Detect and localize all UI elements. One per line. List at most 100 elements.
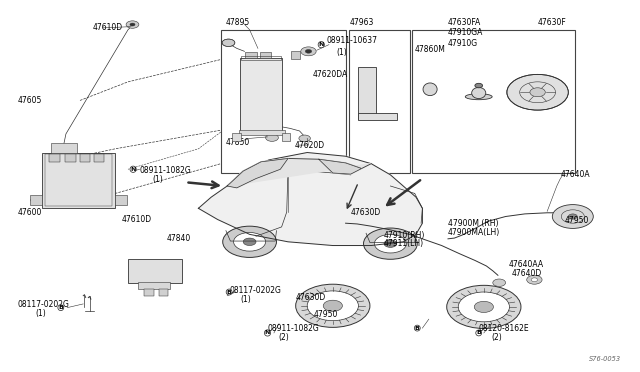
Bar [159, 289, 168, 296]
Text: 47895: 47895 [225, 18, 250, 27]
Circle shape [458, 292, 509, 322]
Circle shape [307, 291, 358, 321]
Text: S76-0053: S76-0053 [589, 356, 621, 362]
Text: 08117-0202G: 08117-0202G [18, 300, 70, 309]
Circle shape [126, 21, 139, 28]
Text: 47620DA: 47620DA [312, 70, 348, 79]
Circle shape [365, 86, 375, 92]
Circle shape [323, 300, 342, 311]
Text: 47610D: 47610D [93, 23, 123, 32]
Bar [30, 195, 42, 205]
Circle shape [66, 196, 75, 202]
Bar [144, 289, 154, 296]
Text: 47620D: 47620D [294, 141, 324, 150]
Bar [115, 195, 127, 205]
Bar [49, 154, 60, 162]
Text: (2): (2) [492, 333, 502, 341]
Text: 47900MA(LH): 47900MA(LH) [448, 228, 500, 237]
Circle shape [447, 285, 521, 328]
Circle shape [139, 261, 149, 267]
Polygon shape [319, 159, 362, 174]
Circle shape [222, 39, 235, 46]
Bar [51, 143, 77, 153]
Bar [232, 133, 241, 141]
Text: B: B [58, 305, 63, 310]
Circle shape [223, 226, 276, 257]
Text: N: N [319, 42, 324, 47]
Circle shape [531, 278, 538, 282]
Text: (1): (1) [152, 175, 163, 184]
Circle shape [62, 167, 70, 171]
Circle shape [100, 196, 109, 202]
Text: 47963: 47963 [350, 18, 374, 27]
Text: B: B [227, 289, 232, 295]
Bar [239, 130, 285, 135]
Bar [358, 67, 376, 119]
Ellipse shape [475, 83, 483, 88]
Text: 47600: 47600 [18, 208, 42, 217]
Text: 47630FA: 47630FA [448, 18, 481, 27]
Text: (1): (1) [35, 309, 46, 318]
Text: 47640A: 47640A [561, 170, 590, 179]
Bar [94, 154, 104, 162]
Bar [65, 154, 76, 162]
Ellipse shape [423, 83, 437, 96]
Text: B: B [476, 330, 481, 336]
Bar [282, 133, 290, 141]
Text: 47640AA: 47640AA [509, 260, 544, 269]
Bar [221, 30, 346, 173]
Bar [349, 30, 410, 173]
Text: 47630D: 47630D [296, 293, 326, 302]
Text: (1): (1) [336, 48, 347, 57]
Text: 47900M (RH): 47900M (RH) [448, 219, 499, 228]
Text: (2): (2) [278, 333, 289, 341]
Text: 08911-1082G: 08911-1082G [268, 324, 319, 333]
Text: 08120-8162E: 08120-8162E [479, 324, 529, 333]
Text: 47950: 47950 [564, 216, 589, 225]
Circle shape [527, 275, 542, 284]
Ellipse shape [465, 94, 492, 100]
Circle shape [299, 135, 310, 142]
Bar [45, 154, 112, 206]
Circle shape [301, 47, 316, 56]
Polygon shape [227, 158, 288, 188]
Text: 47910GA: 47910GA [448, 28, 483, 37]
Circle shape [552, 205, 593, 228]
Text: 47840: 47840 [166, 234, 191, 243]
Text: 08911-1082G: 08911-1082G [140, 166, 191, 175]
Circle shape [83, 196, 92, 202]
Bar [241, 56, 281, 60]
Text: 47610D: 47610D [122, 215, 152, 224]
Bar [80, 154, 90, 162]
Text: N: N [265, 330, 270, 336]
Text: N: N [131, 167, 136, 172]
Circle shape [234, 232, 266, 251]
Text: 08117-0202G: 08117-0202G [229, 286, 281, 295]
Circle shape [493, 279, 506, 286]
Circle shape [384, 240, 397, 247]
Bar [291, 51, 300, 59]
Text: 47860M: 47860M [415, 45, 445, 54]
Circle shape [364, 228, 417, 259]
Bar [260, 52, 271, 58]
Circle shape [49, 196, 58, 202]
Circle shape [507, 74, 568, 110]
Circle shape [374, 234, 406, 253]
Bar [138, 282, 170, 289]
Bar [358, 113, 397, 120]
Circle shape [243, 238, 256, 246]
Ellipse shape [472, 87, 486, 99]
Circle shape [305, 49, 312, 53]
Circle shape [161, 261, 172, 267]
Circle shape [161, 274, 172, 280]
Circle shape [80, 163, 108, 179]
Bar [42, 153, 115, 208]
Text: 47950: 47950 [314, 310, 338, 319]
Text: 47910(RH): 47910(RH) [384, 231, 426, 240]
Text: 47850: 47850 [225, 138, 250, 147]
Text: (1): (1) [240, 295, 251, 304]
Circle shape [296, 284, 370, 327]
Circle shape [530, 88, 545, 97]
Bar [412, 30, 575, 173]
Polygon shape [227, 158, 371, 186]
